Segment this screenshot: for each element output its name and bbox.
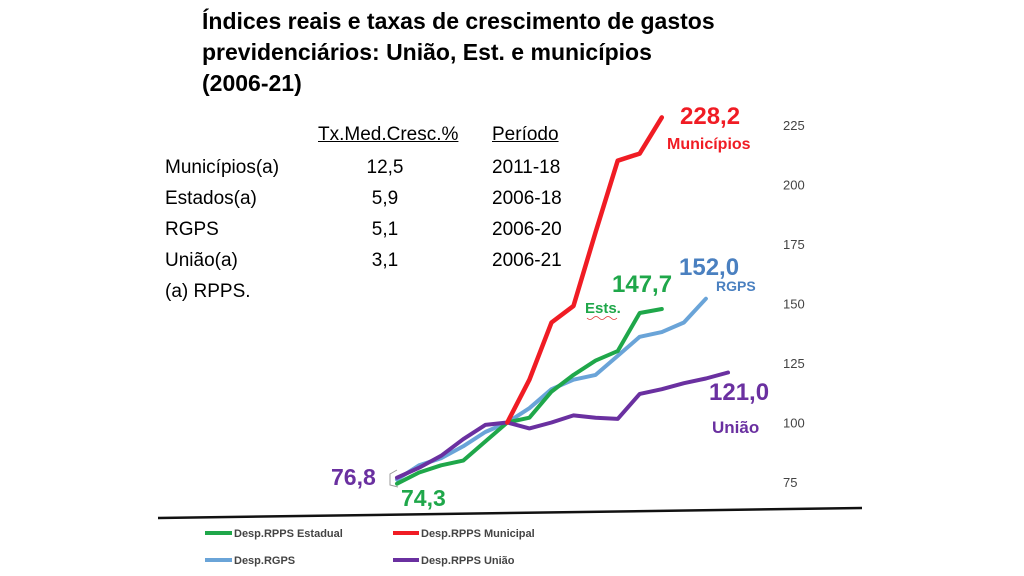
y-tick-label: 225 <box>783 118 805 133</box>
chart-title: Índices reais e taxas de crescimento de … <box>202 6 762 99</box>
y-tick-label: 150 <box>783 297 805 312</box>
y-tick-label: 175 <box>783 237 805 252</box>
y-tick-label: 100 <box>783 416 805 431</box>
municipal-label: Municípios <box>667 136 751 153</box>
municipal-end-value: 228,2 <box>680 103 740 130</box>
y-tick-label: 200 <box>783 178 805 193</box>
legend: Desp.RPPS Estadual Desp.RPPS Municipal D… <box>205 528 535 567</box>
baseline-axis <box>157 506 863 520</box>
series-lines <box>395 115 730 486</box>
legend-label-rgps: Desp.RGPS <box>234 555 295 567</box>
rgps-end-value: 152,0 <box>679 254 739 281</box>
uniao-end-value: 121,0 <box>709 379 769 406</box>
start-connector <box>389 469 399 488</box>
title-line-2: previdenciários: União, Est. e município… <box>202 39 652 65</box>
legend-label-estadual: Desp.RPPS Estadual <box>234 528 343 540</box>
uniao-start-value: 76,8 <box>331 464 376 490</box>
y-tick-label: 125 <box>783 356 805 371</box>
title-line-1: Índices reais e taxas de crescimento de … <box>202 8 715 34</box>
series-line-uniao <box>395 370 730 480</box>
spellcheck-underline <box>586 316 618 320</box>
estadual-end-value: 147,7 <box>612 271 672 298</box>
title-line-3: (2006-21) <box>202 70 302 96</box>
estadual-start-value: 74,3 <box>401 485 446 511</box>
series-line-municipal <box>505 115 665 425</box>
legend-label-uniao: Desp.RPPS União <box>421 555 515 567</box>
series-line-estadual <box>395 307 664 486</box>
uniao-label: União <box>712 418 759 437</box>
rgps-label: RGPS <box>716 278 756 294</box>
y-tick-label: 75 <box>783 475 797 490</box>
estadual-label: Ests. <box>585 300 621 317</box>
y-axis-ticks: 225 200 175 150 125 100 75 <box>783 118 805 490</box>
legend-label-municipal: Desp.RPPS Municipal <box>421 528 535 540</box>
